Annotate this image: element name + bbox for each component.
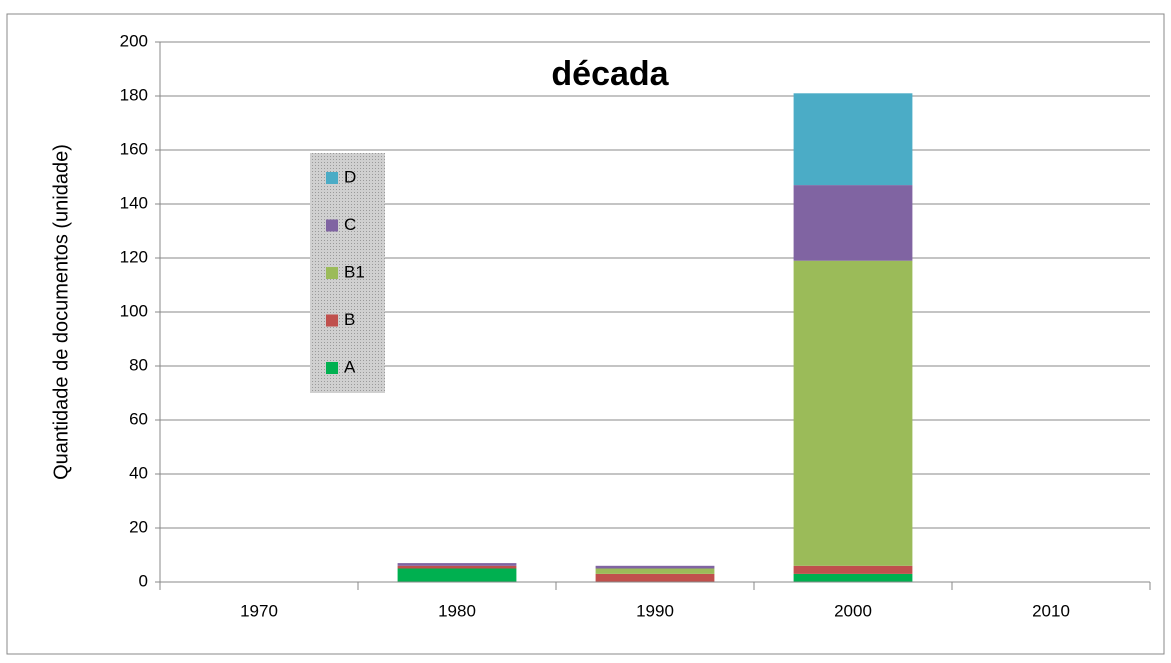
x-tick-label: 1990 <box>636 601 674 620</box>
y-tick-label: 120 <box>120 247 148 266</box>
y-tick-label: 80 <box>129 355 148 374</box>
chart-title: década <box>551 55 669 93</box>
bar-segment <box>793 260 913 566</box>
y-tick-label: 160 <box>120 139 148 158</box>
bar-segment <box>595 568 715 574</box>
legend-label: A <box>344 357 356 376</box>
bar-segment <box>793 565 913 574</box>
bar-segment <box>595 565 715 569</box>
x-tick-label: 1970 <box>240 601 278 620</box>
legend-label: B1 <box>344 262 365 281</box>
x-tick-label: 1980 <box>438 601 476 620</box>
legend-label: C <box>344 215 356 234</box>
legend-swatch <box>326 267 338 279</box>
y-tick-label: 100 <box>120 301 148 320</box>
legend-label: B <box>344 310 355 329</box>
chart-border <box>6 13 1165 655</box>
legend-swatch <box>326 219 338 232</box>
y-tick-label: 60 <box>129 409 148 428</box>
bar-segment <box>397 568 517 582</box>
y-tick-label: 200 <box>120 31 148 50</box>
bar-segment <box>397 565 517 569</box>
legend-label: D <box>344 167 356 186</box>
y-tick-label: 20 <box>129 517 148 536</box>
legend-swatch <box>326 362 338 374</box>
bar-segment <box>793 93 913 186</box>
bar-segment <box>595 573 715 582</box>
bar-segment <box>793 185 913 261</box>
y-tick-label: 0 <box>139 571 148 590</box>
legend-swatch <box>326 314 338 327</box>
x-tick-label: 2000 <box>834 601 872 620</box>
bar-segment <box>397 563 517 566</box>
legend-swatch <box>326 172 338 184</box>
x-tick-label: 2010 <box>1032 601 1070 620</box>
bar-segment <box>793 573 913 582</box>
y-tick-label: 180 <box>120 85 148 104</box>
y-tick-label: 140 <box>120 193 148 212</box>
y-axis-label: Quantidade de documentos (unidade) <box>50 144 72 480</box>
y-tick-label: 40 <box>129 463 148 482</box>
legend-box <box>310 153 385 393</box>
